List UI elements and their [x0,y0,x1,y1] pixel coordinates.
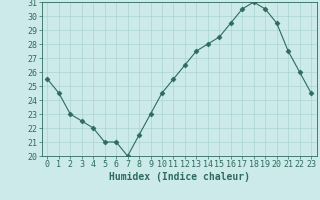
X-axis label: Humidex (Indice chaleur): Humidex (Indice chaleur) [109,172,250,182]
